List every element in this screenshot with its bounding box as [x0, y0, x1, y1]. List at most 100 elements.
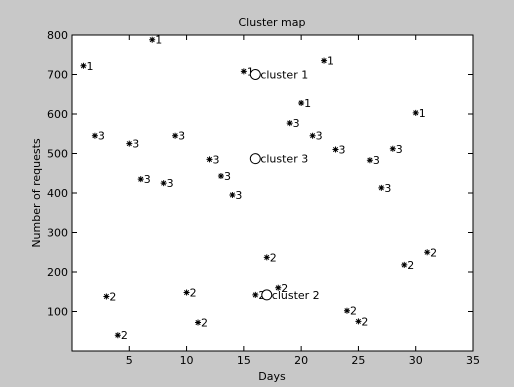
data-point-cluster-3: 3: [332, 144, 346, 157]
asterisk-marker: [366, 157, 373, 164]
data-point-cluster-3: 3: [366, 154, 380, 167]
point-label: 2: [407, 259, 414, 272]
x-axis-label: Days: [258, 370, 286, 383]
data-point-cluster-2: 2: [424, 246, 437, 259]
data-point-cluster-3: 3: [286, 117, 300, 130]
y-tick-label: 700: [47, 69, 68, 82]
data-point-cluster-3: 3: [217, 170, 231, 183]
x-tick-label: 20: [294, 354, 308, 367]
plot-area: [71, 34, 474, 352]
data-point-cluster-2: 2: [195, 317, 208, 330]
y-tick-label: 400: [47, 187, 68, 200]
point-label: 2: [270, 251, 277, 264]
point-label: 3: [396, 143, 403, 156]
asterisk-marker: [183, 289, 190, 296]
asterisk-marker: [240, 68, 247, 75]
point-label: 1: [86, 60, 93, 73]
y-tick-label: 800: [47, 29, 68, 42]
asterisk-marker: [378, 184, 385, 191]
data-point-cluster-2: 2: [263, 251, 277, 264]
point-label: 1: [155, 34, 162, 47]
asterisk-marker: [217, 173, 224, 180]
data-point-cluster-3: 3: [309, 130, 323, 143]
asterisk-marker: [424, 249, 431, 256]
data-point-cluster-2: 2: [401, 259, 414, 272]
axis-ticks: 5 10 15 20 25 30 35 100 200 300 400 500 600 700 800: [47, 29, 480, 367]
data-point-cluster-3: 3: [378, 182, 391, 195]
y-tick-label: 300: [47, 227, 68, 240]
centroid-label: cluster 1: [260, 69, 308, 82]
point-label: 2: [201, 317, 208, 330]
asterisk-marker: [195, 319, 202, 326]
point-label: 3: [178, 130, 185, 143]
x-tick-label: 30: [409, 354, 423, 367]
asterisk-marker: [355, 318, 362, 325]
data-point-cluster-1: 1: [240, 65, 254, 78]
data-point-cluster-3: 3: [229, 189, 242, 202]
x-tick-label: 10: [180, 354, 194, 367]
point-label: 3: [224, 170, 231, 183]
data-point-cluster-2: 2: [114, 329, 128, 342]
data-point-cluster-3: 3: [91, 130, 105, 143]
y-tick-label: 100: [47, 306, 68, 319]
asterisk-marker: [91, 132, 98, 139]
asterisk-marker: [206, 156, 213, 163]
point-label: 3: [98, 130, 105, 143]
data-point-cluster-3: 3: [172, 130, 185, 143]
asterisk-marker: [412, 109, 419, 116]
x-tick-label: 5: [126, 354, 133, 367]
point-label: 3: [384, 182, 391, 195]
asterisk-marker: [401, 261, 408, 268]
data-point-cluster-1: 1: [298, 97, 311, 110]
data-points: 1111112222222222233333333333333: [80, 34, 437, 342]
point-label: 3: [339, 144, 346, 157]
centroid-label: cluster 2: [272, 289, 320, 302]
cluster-centroids: cluster 1 cluster 3 cluster 2: [249, 69, 320, 302]
point-label: 1: [304, 97, 311, 110]
point-label: 1: [327, 55, 334, 68]
asterisk-marker: [309, 132, 316, 139]
asterisk-marker: [332, 146, 339, 153]
point-label: 2: [281, 282, 288, 295]
chart-title: Cluster map: [239, 16, 306, 29]
data-point-cluster-2: 2: [343, 305, 357, 318]
point-label: 3: [132, 138, 139, 151]
point-label: 3: [293, 117, 300, 130]
point-label: 1: [419, 107, 426, 120]
asterisk-marker: [80, 62, 87, 69]
point-label: 3: [373, 154, 380, 167]
point-label: 1: [247, 65, 254, 78]
asterisk-marker: [343, 307, 350, 314]
asterisk-marker: [137, 176, 144, 183]
centroid-marker: [249, 69, 261, 80]
asterisk-marker: [321, 57, 328, 64]
asterisk-marker: [229, 191, 236, 198]
data-point-cluster-3: 3: [160, 177, 174, 190]
point-label: 3: [235, 189, 242, 202]
data-point-cluster-3: 3: [137, 173, 151, 186]
data-point-cluster-3: 3: [389, 143, 403, 156]
data-point-cluster-3: 3: [206, 153, 219, 166]
data-point-cluster-1: 1: [149, 34, 162, 47]
point-label: 2: [350, 305, 357, 318]
x-tick-label: 25: [351, 354, 365, 367]
y-axis-label: Number of requests: [30, 138, 43, 248]
asterisk-marker: [172, 132, 179, 139]
data-point-cluster-2: 2: [103, 290, 116, 303]
asterisk-marker: [126, 140, 133, 147]
asterisk-marker: [149, 36, 156, 43]
asterisk-marker: [160, 180, 167, 187]
point-label: 2: [190, 287, 197, 300]
point-label: 3: [316, 130, 323, 143]
data-point-cluster-2: 2: [355, 315, 368, 328]
y-tick-label: 600: [47, 108, 68, 121]
data-point-cluster-2: 2: [183, 287, 197, 300]
x-tick-label: 35: [466, 354, 480, 367]
y-tick-label: 500: [47, 148, 68, 161]
data-point-cluster-1: 1: [412, 107, 426, 120]
asterisk-marker: [389, 145, 396, 152]
asterisk-marker: [114, 332, 121, 339]
point-label: 3: [144, 173, 151, 186]
point-label: 2: [121, 329, 128, 342]
